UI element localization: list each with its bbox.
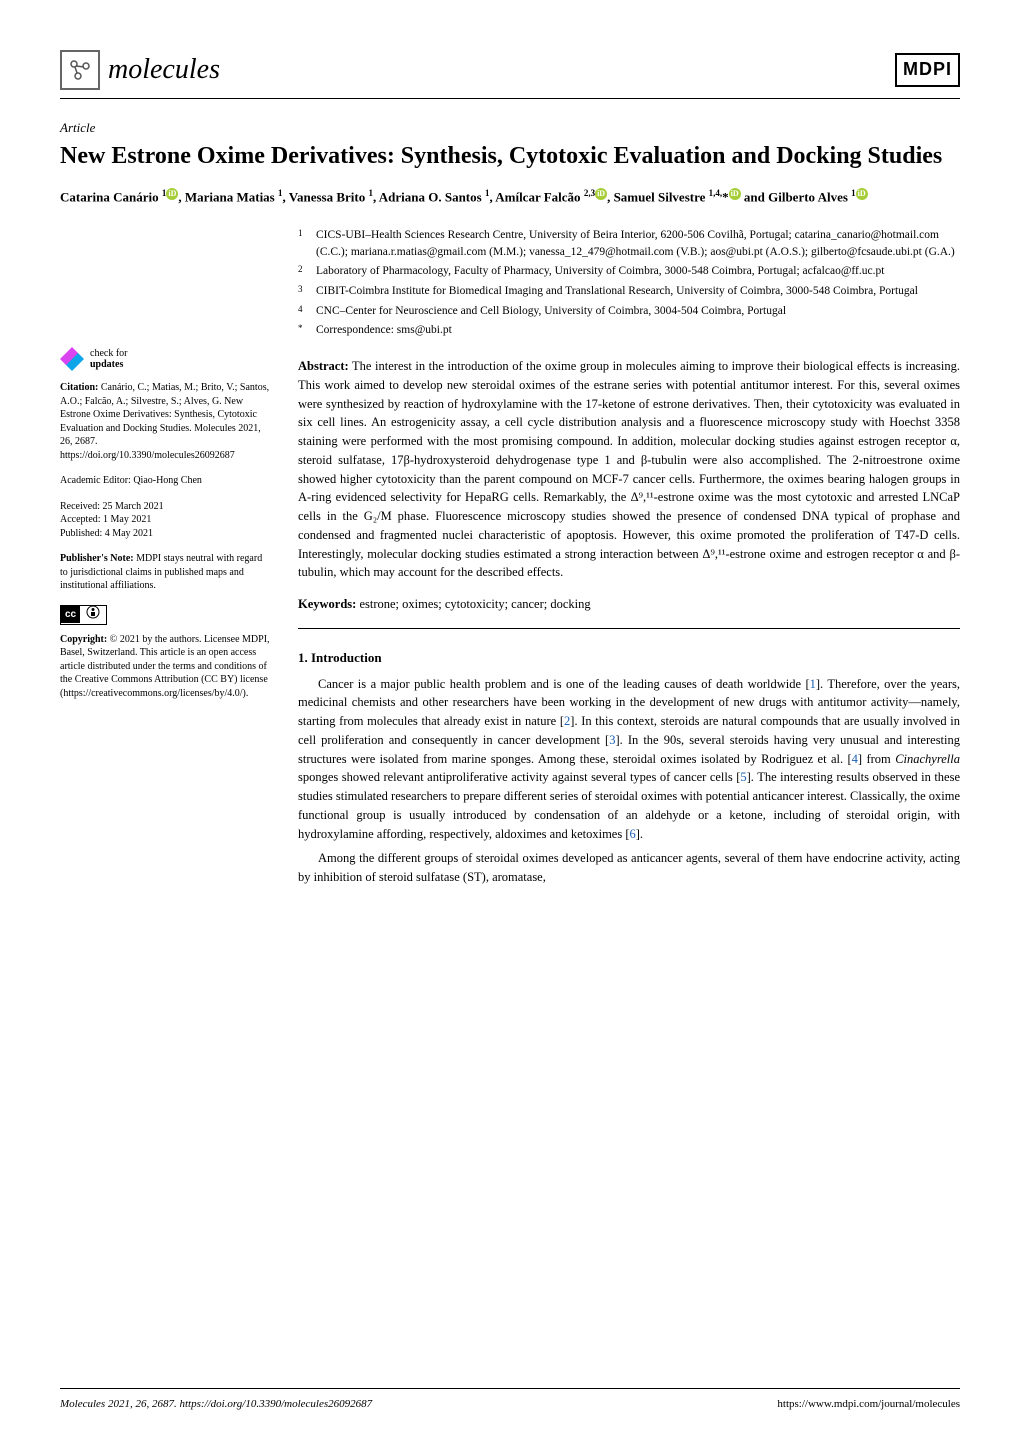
footer-url: https://www.mdpi.com/journal/molecules xyxy=(777,1397,960,1412)
keywords-label: Keywords: xyxy=(298,597,356,611)
ref-link[interactable]: 4 xyxy=(852,752,858,766)
orcid-icon: iD xyxy=(166,188,178,200)
check-updates-icon xyxy=(60,347,84,371)
section-heading: 1. Introduction xyxy=(298,649,960,667)
page-header: molecules MDPI xyxy=(60,50,960,99)
ref-link[interactable]: 6 xyxy=(630,827,636,841)
footer-citation: Molecules 2021, 26, 2687. https://doi.or… xyxy=(60,1397,372,1412)
copyright-label: Copyright: xyxy=(60,634,107,645)
affil-text: CNC–Center for Neuroscience and Cell Bio… xyxy=(316,303,960,320)
citation-label: Citation: xyxy=(60,382,98,393)
editor-block: Academic Editor: Qiao-Hong Chen xyxy=(60,474,270,488)
affiliation: 3 CIBIT-Coimbra Institute for Biomedical… xyxy=(298,283,960,300)
keywords-text: estrone; oximes; cytotoxicity; cancer; d… xyxy=(359,597,590,611)
publisher-note-label: Publisher's Note: xyxy=(60,553,134,564)
affil-text: Laboratory of Pharmacology, Faculty of P… xyxy=(316,263,960,280)
by-icon xyxy=(80,603,106,626)
orcid-icon: iD xyxy=(856,188,868,200)
cc-badge: cc xyxy=(60,605,107,625)
check-updates[interactable]: check forupdates xyxy=(60,347,270,371)
dates-block: Received: 25 March 2021 Accepted: 1 May … xyxy=(60,500,270,541)
journal-name: molecules xyxy=(108,50,220,89)
orcid-icon: iD xyxy=(729,188,741,200)
article-type: Article xyxy=(60,119,960,137)
journal-icon xyxy=(60,50,100,90)
keywords: Keywords: estrone; oximes; cytotoxicity;… xyxy=(298,596,960,629)
citation-block: Citation: Canário, C.; Matias, M.; Brito… xyxy=(60,381,270,462)
editor-label: Academic Editor: xyxy=(60,475,131,486)
accepted-date: Accepted: 1 May 2021 xyxy=(60,513,270,527)
editor-name: Qiao-Hong Chen xyxy=(133,475,202,486)
abstract-text: The interest in the introduction of the … xyxy=(298,359,960,579)
affil-num: 4 xyxy=(298,303,316,320)
affil-num: 2 xyxy=(298,263,316,280)
main-column: 1 CICS-UBI–Health Sciences Research Cent… xyxy=(298,227,960,893)
body-paragraph: Among the different groups of steroidal … xyxy=(298,849,960,887)
affil-text: CICS-UBI–Health Sciences Research Centre… xyxy=(316,227,960,260)
affil-num: 1 xyxy=(298,227,316,260)
copyright-block: Copyright: © 2021 by the authors. Licens… xyxy=(60,633,270,701)
published-date: Published: 4 May 2021 xyxy=(60,527,270,541)
publisher-logo: MDPI xyxy=(895,53,960,86)
article-title: New Estrone Oxime Derivatives: Synthesis… xyxy=(60,141,960,171)
affil-num: 3 xyxy=(298,283,316,300)
corr-label: * xyxy=(298,322,316,339)
citation-text: Canário, C.; Matias, M.; Brito, V.; Sant… xyxy=(60,382,269,461)
affiliation: 4 CNC–Center for Neuroscience and Cell B… xyxy=(298,303,960,320)
affiliation: 1 CICS-UBI–Health Sciences Research Cent… xyxy=(298,227,960,260)
sidebar: check forupdates Citation: Canário, C.; … xyxy=(60,227,270,893)
ref-link[interactable]: 1 xyxy=(810,677,816,691)
body-paragraph: Cancer is a major public health problem … xyxy=(298,675,960,844)
orcid-icon: iD xyxy=(595,188,607,200)
corr-text: Correspondence: sms@ubi.pt xyxy=(316,322,960,339)
received-date: Received: 25 March 2021 xyxy=(60,500,270,514)
correspondence: * Correspondence: sms@ubi.pt xyxy=(298,322,960,339)
ref-link[interactable]: 5 xyxy=(740,770,746,784)
publisher-note: Publisher's Note: MDPI stays neutral wit… xyxy=(60,552,270,593)
abstract: Abstract: The interest in the introducti… xyxy=(298,357,960,582)
abstract-label: Abstract: xyxy=(298,359,349,373)
cc-icon: cc xyxy=(61,606,80,624)
journal-logo: molecules xyxy=(60,50,220,90)
affil-text: CIBIT-Coimbra Institute for Biomedical I… xyxy=(316,283,960,300)
check-updates-label: check forupdates xyxy=(90,348,127,370)
affiliations: 1 CICS-UBI–Health Sciences Research Cent… xyxy=(298,227,960,339)
authors-line: Catarina Canário 1iD, Mariana Matias 1, … xyxy=(60,187,960,207)
affiliation: 2 Laboratory of Pharmacology, Faculty of… xyxy=(298,263,960,280)
ref-link[interactable]: 2 xyxy=(564,714,570,728)
ref-link[interactable]: 3 xyxy=(609,733,615,747)
page-footer: Molecules 2021, 26, 2687. https://doi.or… xyxy=(60,1388,960,1412)
